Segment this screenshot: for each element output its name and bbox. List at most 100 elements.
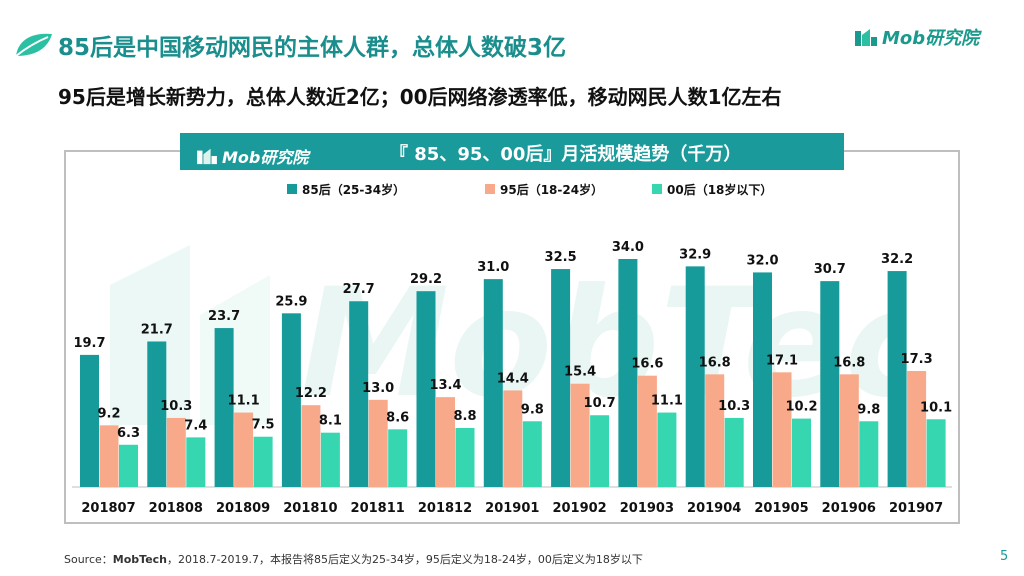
bar-2-201807 [119,444,138,487]
chart-header-logo: Mob研究院 [196,144,308,168]
data-label-0-201807: 19.7 [73,336,105,351]
bar-1-201902 [570,383,590,487]
bar-0-201810 [281,313,301,487]
bar-0-201907 [887,271,907,487]
x-tick-201810: 201810 [283,501,337,516]
data-label-0-201906: 30.7 [814,262,846,277]
x-tick-201907: 201907 [889,501,943,516]
bar-2-201810 [320,432,340,487]
page-number: 5 [1000,549,1009,564]
bar-2-201903 [657,412,677,487]
x-tick-201906: 201906 [822,501,876,516]
page-subtitle: 95后是增长新势力，总体人数近2亿；00后网络渗透率低，移动网民人数1亿左右 [58,85,782,109]
source-label: Source： [64,553,113,566]
data-label-1-201904: 16.8 [699,355,731,370]
data-label-2-201901: 9.8 [521,402,544,417]
bar-0-201808 [147,341,167,487]
data-label-1-201811: 13.0 [362,381,394,396]
bar-1-201809 [234,412,254,487]
data-label-0-201902: 32.5 [545,250,577,265]
chart-header-logo-icon [197,148,217,165]
chart-title: 『 85、95、00后』月活规模趋势（千万） [390,144,742,165]
x-tick-201807: 201807 [81,501,135,516]
bar-0-201906 [820,281,840,487]
legend-label-1: 95后（18-24岁） [500,182,603,197]
bar-2-201812 [455,427,475,487]
data-label-2-201903: 11.1 [651,394,683,409]
data-label-1-201807: 9.2 [97,406,120,421]
x-tick-201811: 201811 [351,501,405,516]
data-label-1-201810: 12.2 [295,386,327,401]
data-label-0-201810: 25.9 [275,294,307,309]
bar-1-201904 [705,374,725,487]
data-label-0-201904: 32.9 [679,247,711,262]
legend-swatch-1 [485,184,495,194]
x-tick-201809: 201809 [216,501,270,516]
data-label-0-201811: 27.7 [343,282,375,297]
data-label-2-201904: 10.3 [718,399,750,414]
data-label-2-201902: 10.7 [584,396,616,411]
data-label-0-201901: 31.0 [477,260,509,275]
data-label-1-201902: 15.4 [564,365,596,380]
chart-header-bar [180,133,844,170]
source-org: MobTech [112,553,168,566]
data-label-1-201901: 14.4 [497,371,529,386]
data-label-1-201903: 16.6 [631,357,663,372]
data-label-0-201808: 21.7 [141,322,173,337]
data-label-1-201905: 17.1 [766,353,798,368]
x-tick-201902: 201902 [552,501,606,516]
data-label-0-201809: 23.7 [208,309,240,324]
x-tick-201901: 201901 [485,501,539,516]
bar-0-201904 [685,266,705,487]
bar-2-201905 [792,418,811,487]
data-label-1-201808: 10.3 [160,399,192,414]
bar-1-201903 [637,375,657,487]
data-label-2-201810: 8.1 [319,414,342,429]
x-tick-201905: 201905 [754,501,808,516]
bar-0-201905 [753,272,772,487]
bar-1-201807 [99,425,119,487]
bar-2-201808 [186,437,206,487]
bar-1-201906 [839,374,859,487]
brand-logo-text: Mob研究院 [882,28,980,49]
x-tick-201812: 201812 [418,501,472,516]
bar-2-201906 [859,421,879,487]
brand-logo: Mob研究院 [854,26,980,49]
legend-swatch-0 [287,184,297,194]
source-text: ，2018.7-2019.7，本报告将85后定义为25-34岁，95后定义为18… [167,553,643,566]
bar-1-201901 [503,390,523,487]
data-label-2-201905: 10.2 [785,400,817,415]
bar-0-201901 [483,279,503,487]
data-label-2-201811: 8.6 [386,410,409,425]
brand-logo-icon [855,29,877,46]
data-label-0-201905: 32.0 [746,253,778,268]
chart-header-logo-text: Mob研究院 [222,148,309,167]
x-tick-201903: 201903 [620,501,674,516]
data-label-2-201809: 7.5 [252,418,275,433]
data-label-2-201812: 8.8 [453,409,476,424]
bar-1-201811 [368,399,388,487]
bar-1-201905 [772,372,792,487]
watermark-logo: MobTech [110,245,900,431]
bar-2-201907 [926,419,946,487]
page-title: 85后是中国移动网民的主体人群，总体人数破3亿 [58,35,567,61]
data-label-0-201812: 29.2 [410,272,442,287]
watermark-text: MobTech [300,257,900,431]
bar-2-201809 [253,436,273,487]
x-tick-201904: 201904 [687,501,741,516]
data-label-1-201906: 16.8 [833,355,865,370]
bar-2-201902 [590,415,610,487]
bar-2-201811 [388,429,408,487]
bar-2-201904 [724,417,744,487]
bar-2-201901 [522,421,542,487]
source-note: Source：MobTech，2018.7-2019.7，本报告将85后定义为2… [64,551,643,567]
data-label-2-201808: 7.4 [184,418,207,433]
data-label-1-201812: 13.4 [429,378,461,393]
bar-0-201807 [80,354,99,487]
bar-1-201808 [166,417,186,487]
data-label-2-201907: 10.1 [920,400,952,415]
bar-1-201812 [436,397,455,487]
data-label-1-201907: 17.3 [901,352,933,367]
legend-swatch-2 [652,184,662,194]
